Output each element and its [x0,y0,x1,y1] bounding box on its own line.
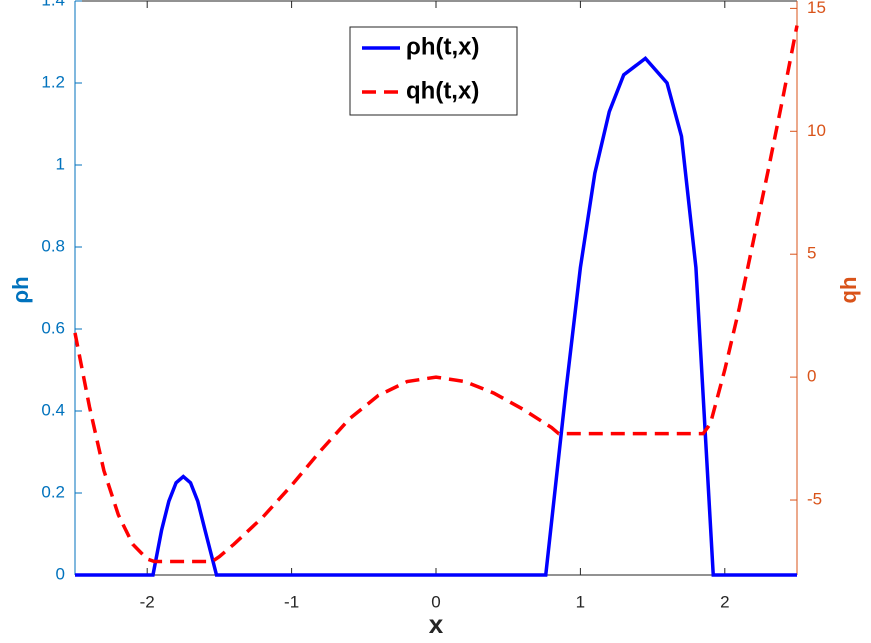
legend-box [349,26,518,116]
y2-tick-label: 0 [807,367,816,386]
legend-label: ρh(t,x) [406,33,480,60]
y-tick-label: 0.4 [41,400,65,419]
y-tick-label: 0.2 [41,482,65,501]
x-tick-label: 1 [576,592,585,611]
y2-axis-label: qh [836,277,861,304]
y2-tick-label: -5 [807,490,822,509]
legend-label: qh(t,x) [406,77,479,104]
data-line [73,25,799,564]
y2-tick-label: 5 [807,244,816,263]
y-tick-label: 0.8 [41,236,65,255]
y-tick-label: 0 [56,564,65,583]
x-tick-label: -1 [284,592,299,611]
y-tick-label: 1 [56,154,65,173]
x-axis-label: x [429,609,444,638]
y-tick-label: 0.6 [41,318,65,337]
y-axis-label: ρh [8,276,33,303]
y2-tick-label: 15 [807,0,826,17]
x-tick-label: -2 [140,592,155,611]
x-tick-label: 0 [431,592,440,611]
data-line [75,56,797,577]
y-tick-label: 1.2 [41,72,65,91]
y2-tick-label: 10 [807,121,826,140]
y-tick-label: 1.4 [41,0,65,9]
x-tick-label: 2 [720,592,729,611]
